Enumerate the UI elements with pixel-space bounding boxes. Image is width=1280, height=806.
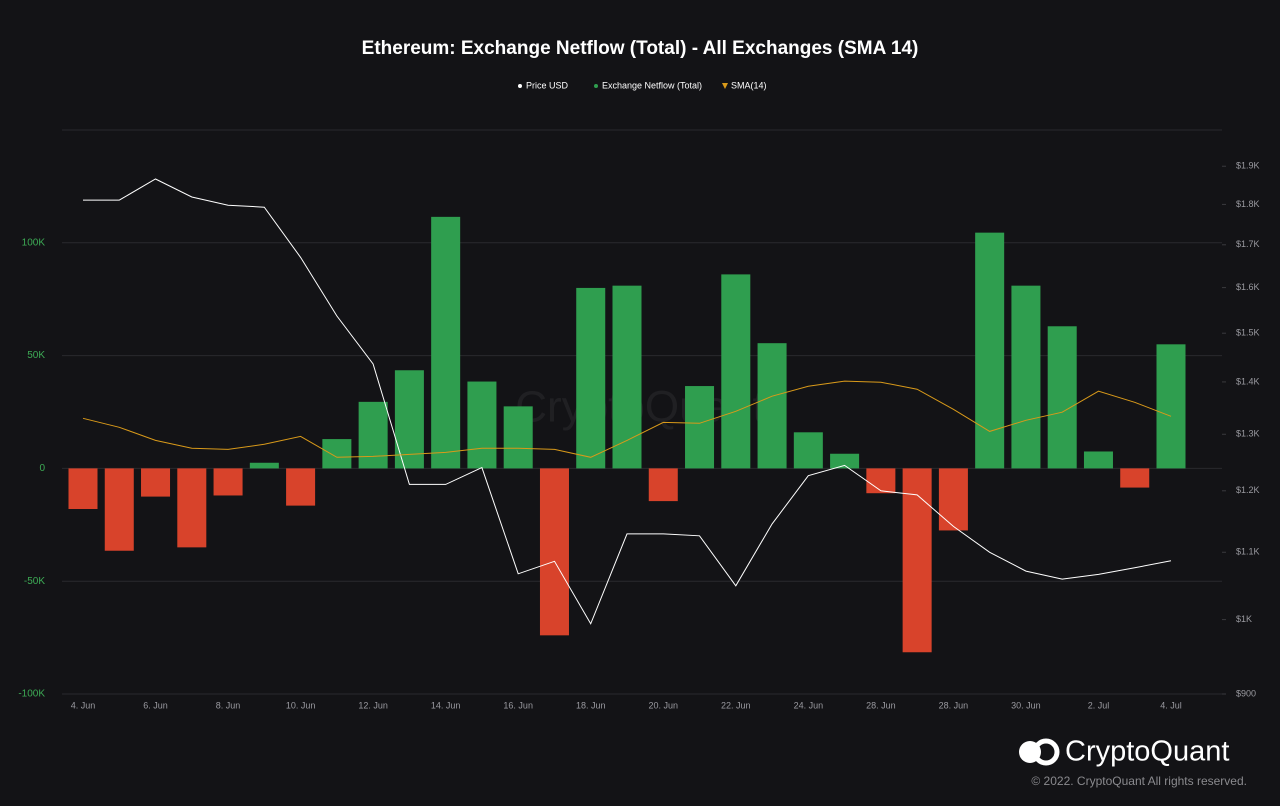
bar — [141, 468, 171, 497]
legend: Price USD Exchange Netflow (Total) SMA(14) — [518, 80, 767, 90]
y-tick-label: 50K — [27, 350, 45, 361]
bar — [757, 343, 787, 469]
x-tick-label: 14. Jun — [431, 700, 461, 710]
bar — [866, 468, 896, 494]
legend-label: Exchange Netflow (Total) — [602, 80, 702, 90]
bar — [576, 287, 606, 469]
bar — [539, 468, 569, 636]
bar — [503, 406, 533, 469]
y2-tick-label: $1.6K — [1236, 282, 1260, 292]
y2-tick-label: $1.8K — [1236, 199, 1260, 209]
logo-icon — [1032, 738, 1060, 766]
y2-tick-label: $1.9K — [1236, 161, 1260, 171]
x-tick-label: 4. Jul — [1160, 700, 1182, 710]
y2-tick-label: $1.3K — [1236, 429, 1260, 439]
bar — [286, 468, 316, 506]
legend-marker — [518, 84, 522, 88]
x-tick-label: 4. Jun — [71, 700, 96, 710]
bar — [467, 381, 497, 469]
x-tick-label: 8. Jun — [216, 700, 241, 710]
bar — [68, 468, 98, 510]
x-tick-label: 20. Jun — [649, 700, 679, 710]
y2-tick-label: $1.7K — [1236, 239, 1260, 249]
x-tick-label: 16. Jun — [503, 700, 533, 710]
x-tick-label: 2. Jul — [1088, 700, 1110, 710]
bar — [648, 468, 678, 502]
bar — [177, 468, 207, 548]
bar — [104, 468, 134, 551]
y2-tick-label: $1.1K — [1236, 547, 1260, 557]
x-tick-label: 24. Jun — [794, 700, 824, 710]
y-tick-label: -50K — [24, 576, 45, 587]
x-tick-label: 18. Jun — [576, 700, 606, 710]
bar — [1083, 451, 1113, 469]
bar — [358, 401, 388, 469]
bar — [685, 386, 715, 469]
x-tick-label: 22. Jun — [721, 700, 751, 710]
bar — [721, 274, 751, 469]
y2-tick-label: $1.5K — [1236, 328, 1260, 338]
plot-area: -100K -50K 0 50K 100K $900 $1K $1.1K $1.2K $1.3K $… — [18, 129, 1260, 710]
bar — [938, 468, 968, 531]
x-tick-label: 30. Jun — [1011, 700, 1041, 710]
y2-tick-label: $1.4K — [1236, 376, 1260, 386]
footer-logo: CryptoQuant © 2022. CryptoQuant All righ… — [1019, 736, 1247, 788]
x-tick-label: 6. Jun — [143, 700, 168, 710]
bar — [431, 216, 461, 469]
y2-tick-label: $1K — [1236, 614, 1252, 624]
bar — [249, 462, 279, 469]
x-tick-label: 10. Jun — [286, 700, 316, 710]
legend-label: SMA(14) — [731, 80, 767, 90]
bar — [322, 439, 352, 469]
y2-tick-label: $1.2K — [1236, 485, 1260, 495]
brand: CryptoQuant — [1065, 736, 1229, 768]
line — [83, 178, 1172, 625]
x-tick-label: 28. Jun — [866, 700, 896, 710]
y2-tick-label: $900 — [1236, 688, 1256, 698]
y-tick-label: 0 — [39, 463, 45, 474]
legend-label: Price USD — [526, 80, 569, 90]
legend-marker — [722, 83, 728, 89]
y-tick-label: 100K — [22, 237, 46, 248]
line — [82, 380, 1172, 458]
bar — [975, 232, 1005, 469]
bar — [213, 468, 243, 496]
bar — [1011, 285, 1041, 469]
legend-marker — [594, 84, 598, 88]
bar — [1156, 344, 1186, 469]
x-tick-label: 28. Jun — [939, 700, 969, 710]
chart-title: Ethereum: Exchange Netflow (Total) - All… — [362, 38, 919, 59]
bar — [1047, 326, 1077, 469]
x-tick-label: 12. Jun — [358, 700, 388, 710]
bar — [902, 468, 932, 653]
y-tick-label: -100K — [18, 689, 45, 700]
bar — [612, 285, 642, 469]
copyright: © 2022. CryptoQuant All rights reserved. — [1031, 774, 1247, 788]
bar — [1120, 468, 1150, 488]
bar — [830, 453, 860, 469]
bar — [793, 432, 823, 469]
